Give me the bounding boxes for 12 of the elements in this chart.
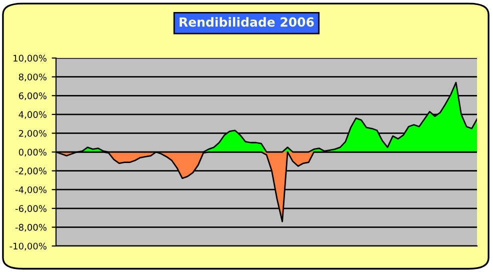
y-tick-label: 6,00% [18,92,46,100]
y-tick-label: -8,00% [15,224,46,232]
y-tick-label: -6,00% [15,205,46,213]
y-tick-label: 8,00% [18,74,46,82]
y-tick-label: 10,00% [14,54,46,63]
y-tick-label: 4,00% [18,111,46,119]
y-tick-label: -10,00% [10,242,46,250]
y-tick-label: 0,00% [18,148,46,156]
y-tick-label: 2,00% [18,130,46,138]
chart-title: Rendibilidade 2006 [180,17,314,27]
y-tick-label: -2,00% [15,168,46,176]
y-tick-label: -4,00% [15,186,46,194]
